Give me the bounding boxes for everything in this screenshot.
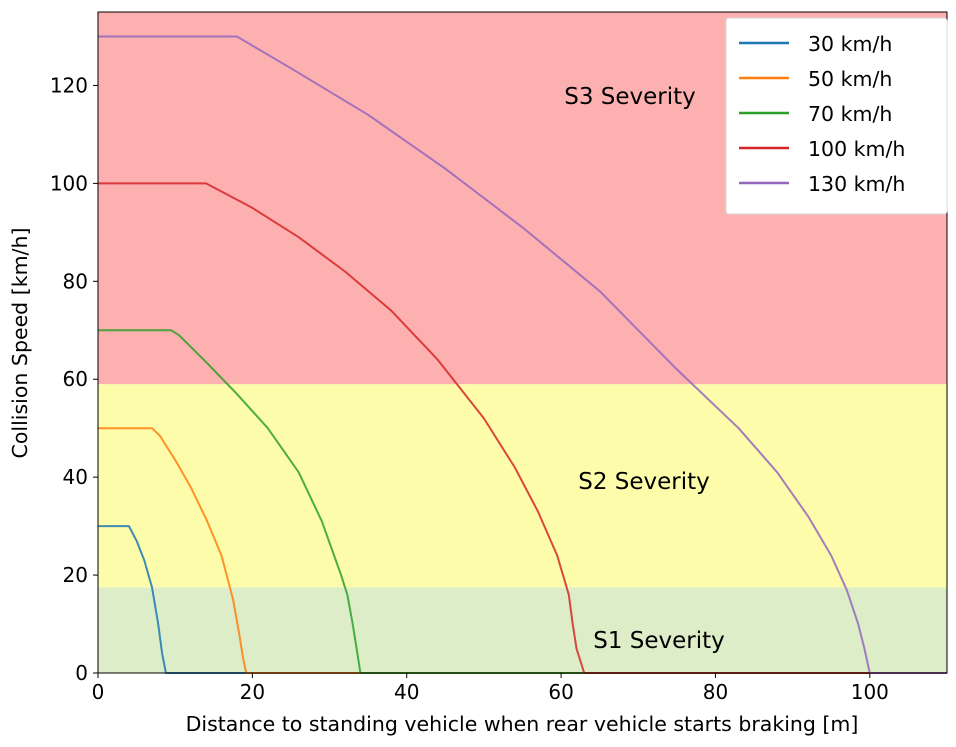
series-lines bbox=[98, 35, 947, 674]
series-line-3 bbox=[98, 329, 947, 674]
band-2 bbox=[98, 384, 947, 588]
y-tick-label: 80 bbox=[63, 269, 88, 293]
legend-label-4: 100 km/h bbox=[808, 137, 905, 161]
y-tick-label: 60 bbox=[63, 367, 88, 391]
y-axis-label: Collision Speed [km/h] bbox=[8, 228, 32, 459]
y-tick-label: 100 bbox=[50, 171, 88, 195]
y-tick-label: 20 bbox=[63, 563, 88, 587]
legend-label-5: 130 km/h bbox=[808, 172, 905, 196]
x-tick-label: 40 bbox=[394, 680, 419, 704]
legend: 30 km/h 50 km/h 70 km/h 100 km/h 130 km/h bbox=[725, 17, 948, 215]
x-tick-label: 20 bbox=[240, 680, 265, 704]
y-tick-label: 0 bbox=[75, 661, 88, 685]
band-label-s2: S2 Severity bbox=[578, 469, 710, 495]
y-tick-label: 40 bbox=[63, 465, 88, 489]
x-tick-label: 80 bbox=[703, 680, 728, 704]
x-axis: 0 20 40 60 80 100 bbox=[92, 673, 889, 704]
series-line-1 bbox=[98, 525, 947, 674]
band-label-s3: S3 Severity bbox=[564, 84, 696, 110]
legend-box bbox=[725, 17, 948, 215]
series-line-4 bbox=[98, 182, 947, 674]
band-label-s1: S1 Severity bbox=[593, 628, 725, 654]
plot-frame bbox=[97, 11, 948, 674]
y-tick-label: 120 bbox=[50, 73, 88, 97]
legend-label-3: 70 km/h bbox=[808, 102, 892, 126]
x-axis-label: Distance to standing vehicle when rear v… bbox=[186, 712, 859, 736]
x-tick-label: 100 bbox=[851, 680, 889, 704]
legend-label-2: 50 km/h bbox=[808, 67, 892, 91]
series-line-5 bbox=[98, 35, 947, 674]
x-tick-label: 60 bbox=[548, 680, 573, 704]
series-line-2 bbox=[98, 427, 947, 674]
legend-label-1: 30 km/h bbox=[808, 32, 892, 56]
y-axis: 0 20 40 60 80 100 120 bbox=[50, 73, 98, 685]
band-1 bbox=[98, 587, 947, 673]
x-tick-label: 0 bbox=[92, 680, 105, 704]
